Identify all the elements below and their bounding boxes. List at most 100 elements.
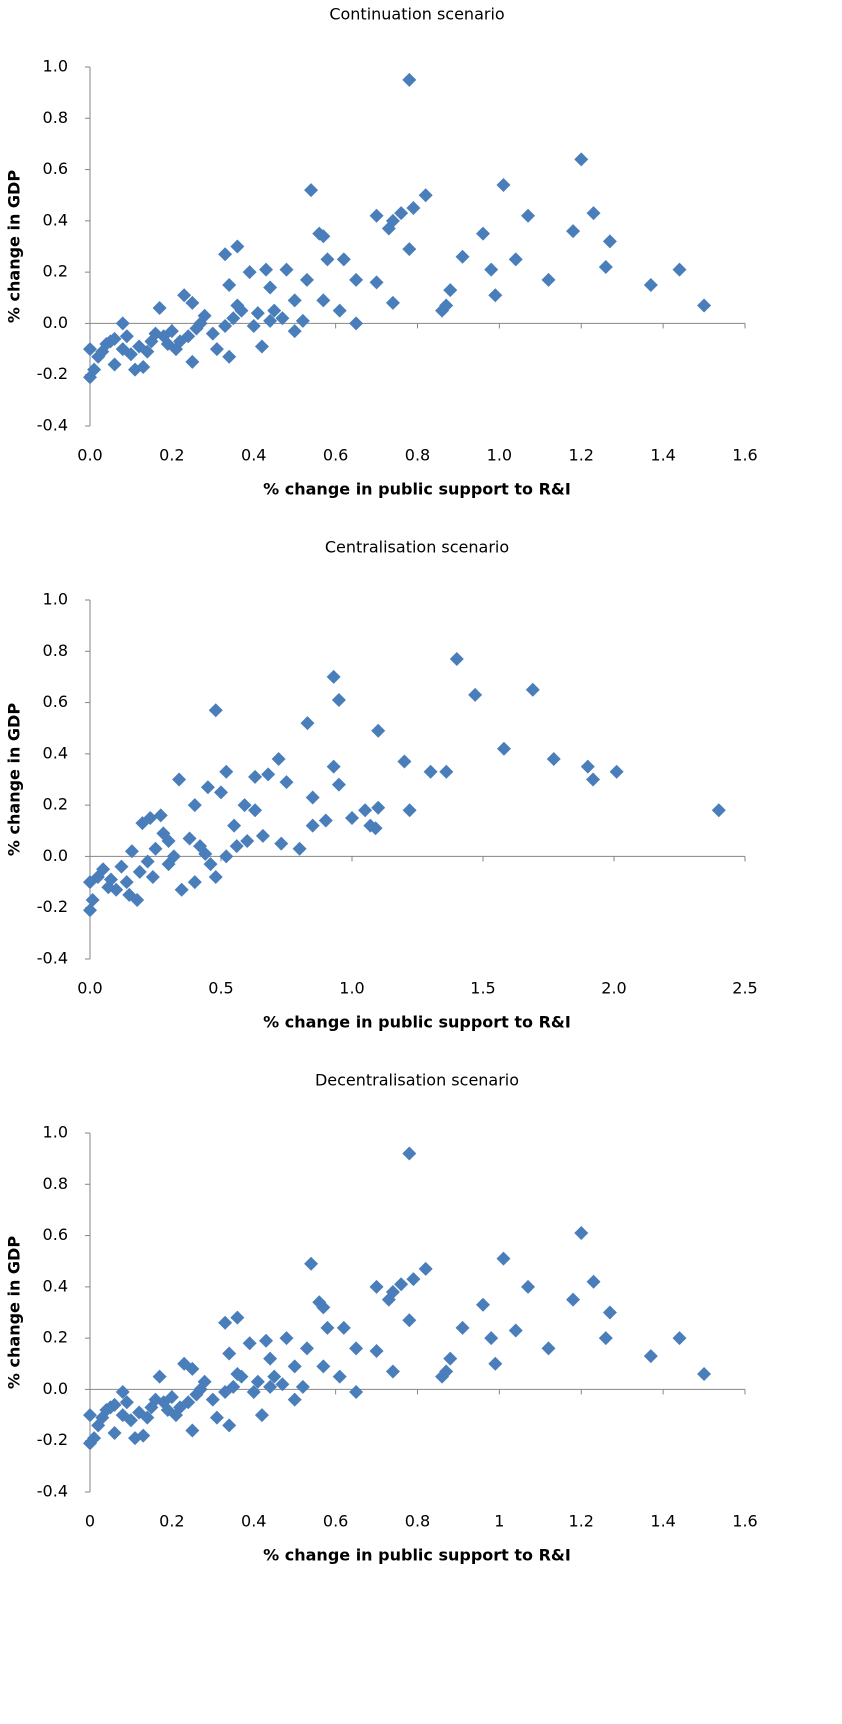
chart-title: Centralisation scenario [325, 538, 509, 557]
point [83, 1408, 97, 1423]
point [397, 754, 412, 769]
point [132, 864, 147, 879]
point [418, 1261, 433, 1276]
point [326, 759, 341, 774]
point [148, 841, 163, 856]
point [95, 1410, 110, 1425]
y-tick-label: -0.2 [37, 897, 68, 916]
x-tick-label: 0.0 [77, 979, 102, 998]
point [119, 1395, 134, 1410]
y-tick-label: 0.8 [43, 1174, 68, 1193]
point [222, 1346, 237, 1361]
point [181, 1395, 196, 1410]
point [287, 324, 302, 339]
point [230, 1367, 245, 1382]
point [541, 272, 556, 287]
point [230, 298, 245, 313]
point [205, 1392, 220, 1407]
chart-title: Continuation scenario [329, 5, 504, 24]
point [152, 1369, 167, 1384]
point [484, 1331, 499, 1346]
point [101, 880, 116, 895]
point [394, 1277, 409, 1292]
point [598, 260, 613, 275]
point [172, 772, 187, 787]
point [187, 875, 202, 890]
point [349, 1341, 364, 1356]
y-axis-label: % change in GDP [5, 1236, 24, 1389]
point [227, 818, 242, 833]
point [263, 313, 278, 328]
point [508, 252, 523, 267]
point [455, 249, 470, 264]
y-tick-label: 0.6 [43, 159, 68, 178]
point [148, 1392, 163, 1407]
point [602, 1305, 617, 1320]
point [185, 354, 200, 369]
point [304, 1256, 319, 1271]
point [381, 1292, 396, 1307]
point [246, 318, 261, 333]
point [305, 790, 320, 805]
point [218, 1315, 233, 1330]
x-tick-label: 1.6 [732, 1512, 757, 1531]
y-tick-label: 0.4 [43, 743, 68, 762]
point [369, 1343, 384, 1358]
point [229, 839, 244, 854]
point [246, 1384, 261, 1399]
point [259, 262, 274, 277]
point [182, 831, 197, 846]
point [598, 1331, 613, 1346]
y-tick-label: 1.0 [43, 1123, 68, 1142]
x-axis-label: % change in public support to R&I [263, 1546, 571, 1565]
y-tick-label: 0.2 [43, 262, 68, 281]
point [484, 262, 499, 277]
point [609, 764, 624, 779]
point [439, 764, 454, 779]
point [331, 693, 346, 708]
point [267, 303, 282, 318]
point [222, 349, 237, 364]
point [263, 280, 278, 295]
point [496, 741, 511, 756]
point [586, 1274, 601, 1289]
point [566, 1292, 581, 1307]
point [87, 362, 102, 377]
point [263, 1351, 278, 1366]
y-tick-label: 0.2 [43, 1328, 68, 1347]
point [455, 1320, 470, 1335]
y-tick-label: 0.4 [43, 210, 68, 229]
point [299, 272, 314, 287]
y-tick-label: -0.2 [37, 1430, 68, 1449]
point [119, 329, 134, 344]
point [226, 311, 241, 326]
point [345, 810, 359, 825]
point [368, 821, 383, 836]
point [250, 1374, 265, 1389]
point [435, 303, 450, 318]
y-tick-label: -0.4 [37, 416, 68, 435]
point [349, 272, 364, 287]
point [168, 342, 183, 357]
point [476, 226, 490, 241]
y-tick-label: 0.8 [43, 641, 68, 660]
point [152, 301, 167, 316]
point [123, 1413, 138, 1428]
point [381, 221, 396, 236]
point [185, 1423, 200, 1438]
point [193, 1382, 208, 1397]
y-tick-label: 0.6 [43, 692, 68, 711]
point [385, 1364, 400, 1379]
point [316, 1359, 331, 1374]
y-tick-label: 0.2 [43, 795, 68, 814]
y-tick-label: 0.4 [43, 1276, 68, 1295]
point [643, 277, 658, 292]
point [369, 1279, 384, 1294]
point [402, 1146, 417, 1161]
point [222, 1418, 237, 1433]
point [697, 298, 712, 313]
point [209, 342, 224, 357]
point [275, 311, 290, 326]
point [279, 775, 294, 790]
